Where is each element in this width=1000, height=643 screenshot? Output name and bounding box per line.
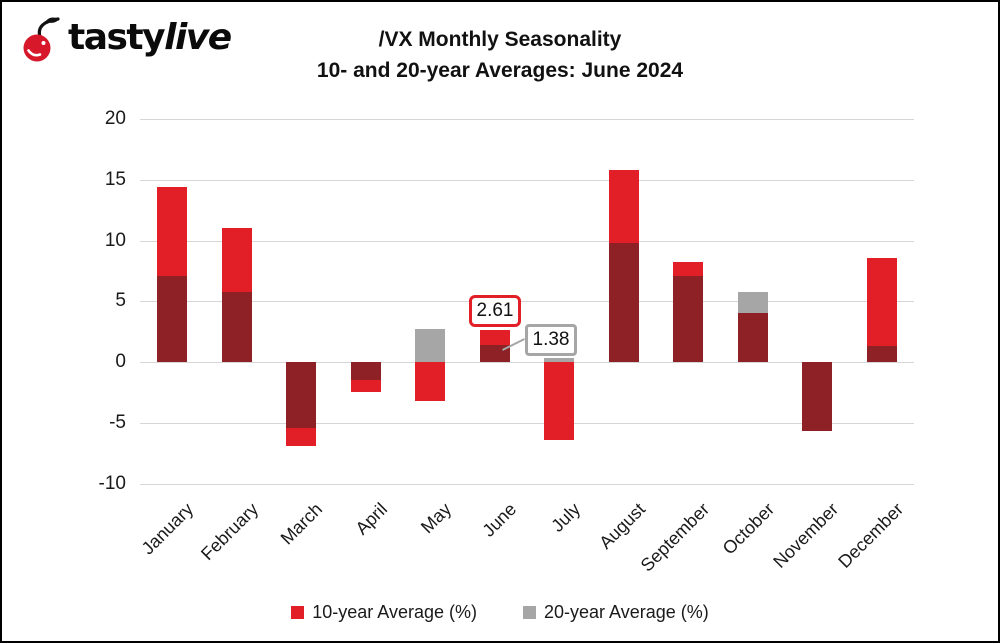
chart-title-line1: /VX Monthly Seasonality xyxy=(378,28,622,51)
bar-10yr-july xyxy=(544,362,574,440)
gridline xyxy=(140,362,914,363)
y-axis-tick-label: -5 xyxy=(109,412,126,433)
y-axis-tick-label: -10 xyxy=(98,473,126,494)
bar-overlap-april xyxy=(351,362,381,380)
logo-word-tasty: tasty xyxy=(68,17,166,58)
bar-overlap-november xyxy=(802,362,832,431)
bar-overlap-october xyxy=(738,313,768,362)
bar-overlap-march xyxy=(286,362,316,428)
legend-swatch-icon xyxy=(523,606,536,619)
legend-item-10-year: 10-year Average (%) xyxy=(291,602,477,623)
cherry-icon xyxy=(23,17,60,62)
legend-swatch-icon xyxy=(291,606,305,619)
data-label-callout: 2.61 xyxy=(469,295,521,327)
gridline xyxy=(140,119,914,120)
chart-title: /VX Monthly Seasonality 10- and 20-year … xyxy=(2,24,998,86)
bar-overlap-august xyxy=(609,243,639,362)
gridline xyxy=(140,241,914,242)
logo-word-live: live xyxy=(164,17,232,58)
gridline xyxy=(140,180,914,181)
y-axis-tick-label: 10 xyxy=(104,230,126,251)
logo-wordmark: tastylive xyxy=(68,15,232,61)
legend-label: 10-year Average (%) xyxy=(312,602,477,622)
tastylive-logo: tastylive xyxy=(18,14,232,62)
y-axis-tick-label: 5 xyxy=(115,290,126,311)
legend-item-20-year: 20-year Average (%) xyxy=(523,602,709,623)
y-axis-tick-label: 20 xyxy=(104,108,126,129)
y-axis-tick-label: 0 xyxy=(115,351,126,372)
bar-overlap-january xyxy=(157,276,187,362)
bar-overlap-june xyxy=(480,345,510,362)
bar-overlap-february xyxy=(222,292,252,362)
gridline xyxy=(140,301,914,302)
gridline xyxy=(140,423,914,424)
bar-20yr-july xyxy=(544,358,574,362)
bar-overlap-december xyxy=(867,346,897,362)
bar-10yr-december xyxy=(867,258,897,362)
bar-20yr-may xyxy=(415,329,445,362)
gridline xyxy=(140,484,914,485)
legend-label: 20-year Average (%) xyxy=(544,602,709,622)
data-label-callout: 1.38 xyxy=(525,324,577,356)
bar-overlap-september xyxy=(673,276,703,362)
bar-10yr-may xyxy=(415,362,445,401)
y-axis-tick-label: 15 xyxy=(104,169,126,190)
chart-title-line2: 10- and 20-year Averages: June 2024 xyxy=(316,59,684,82)
chart-legend: 10-year Average (%) 20-year Average (%) xyxy=(2,602,998,623)
